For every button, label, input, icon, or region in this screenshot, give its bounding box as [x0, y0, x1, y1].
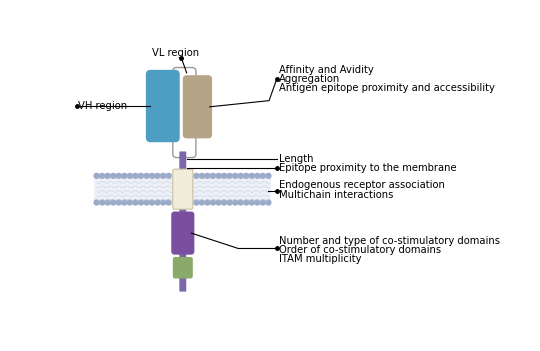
- Circle shape: [127, 200, 132, 205]
- Text: Order of co-stimulatory domains: Order of co-stimulatory domains: [279, 245, 441, 255]
- Circle shape: [199, 173, 204, 178]
- Circle shape: [166, 173, 171, 178]
- Circle shape: [266, 200, 271, 205]
- Circle shape: [105, 200, 110, 205]
- Circle shape: [199, 200, 204, 205]
- FancyBboxPatch shape: [146, 70, 180, 142]
- Text: Length: Length: [279, 154, 314, 164]
- Circle shape: [116, 173, 121, 178]
- Circle shape: [94, 173, 99, 178]
- Circle shape: [233, 200, 238, 205]
- Text: ITAM multiplicity: ITAM multiplicity: [279, 254, 362, 264]
- Circle shape: [255, 173, 260, 178]
- Text: Aggregation: Aggregation: [279, 74, 340, 84]
- Circle shape: [155, 173, 160, 178]
- Circle shape: [244, 173, 249, 178]
- Circle shape: [138, 200, 144, 205]
- Circle shape: [150, 200, 154, 205]
- Circle shape: [122, 173, 127, 178]
- Circle shape: [238, 200, 243, 205]
- Circle shape: [94, 200, 99, 205]
- Circle shape: [249, 173, 254, 178]
- Circle shape: [227, 200, 232, 205]
- Text: VH region: VH region: [78, 101, 127, 111]
- Circle shape: [144, 173, 149, 178]
- Circle shape: [100, 173, 105, 178]
- Circle shape: [260, 200, 265, 205]
- FancyBboxPatch shape: [179, 276, 186, 292]
- FancyBboxPatch shape: [173, 257, 193, 278]
- Text: Affinity and Avidity: Affinity and Avidity: [279, 65, 374, 75]
- Circle shape: [155, 200, 160, 205]
- Circle shape: [260, 173, 265, 178]
- Circle shape: [221, 173, 227, 178]
- Circle shape: [138, 173, 144, 178]
- Circle shape: [144, 200, 149, 205]
- Circle shape: [238, 173, 243, 178]
- Circle shape: [133, 200, 138, 205]
- Text: VL region: VL region: [152, 48, 199, 58]
- FancyBboxPatch shape: [171, 212, 194, 254]
- Circle shape: [233, 173, 238, 178]
- Circle shape: [211, 200, 215, 205]
- Circle shape: [205, 200, 210, 205]
- Circle shape: [105, 173, 110, 178]
- FancyBboxPatch shape: [183, 75, 212, 138]
- Circle shape: [216, 173, 221, 178]
- Circle shape: [249, 200, 254, 205]
- Text: Number and type of co-stimulatory domains: Number and type of co-stimulatory domain…: [279, 236, 500, 246]
- Circle shape: [255, 200, 260, 205]
- Circle shape: [116, 200, 121, 205]
- Circle shape: [194, 173, 199, 178]
- FancyBboxPatch shape: [173, 169, 193, 209]
- FancyBboxPatch shape: [179, 206, 186, 214]
- Circle shape: [122, 200, 127, 205]
- FancyBboxPatch shape: [179, 252, 186, 259]
- Circle shape: [244, 200, 249, 205]
- Circle shape: [166, 200, 171, 205]
- Circle shape: [160, 173, 166, 178]
- Circle shape: [216, 200, 221, 205]
- FancyBboxPatch shape: [173, 67, 196, 158]
- Circle shape: [150, 173, 154, 178]
- Circle shape: [111, 200, 116, 205]
- Circle shape: [194, 200, 199, 205]
- Circle shape: [160, 200, 166, 205]
- Circle shape: [111, 173, 116, 178]
- Circle shape: [100, 200, 105, 205]
- Circle shape: [205, 173, 210, 178]
- Bar: [94, 173, 272, 205]
- Circle shape: [266, 173, 271, 178]
- Circle shape: [221, 200, 227, 205]
- Text: Multichain interactions: Multichain interactions: [279, 190, 394, 200]
- Circle shape: [227, 173, 232, 178]
- Circle shape: [133, 173, 138, 178]
- Text: Antigen epitope proximity and accessibility: Antigen epitope proximity and accessibil…: [279, 83, 495, 93]
- Text: Endogenous receptor association: Endogenous receptor association: [279, 180, 445, 190]
- Circle shape: [211, 173, 215, 178]
- FancyBboxPatch shape: [179, 152, 186, 176]
- Text: Epitope proximity to the membrane: Epitope proximity to the membrane: [279, 164, 457, 173]
- Circle shape: [127, 173, 132, 178]
